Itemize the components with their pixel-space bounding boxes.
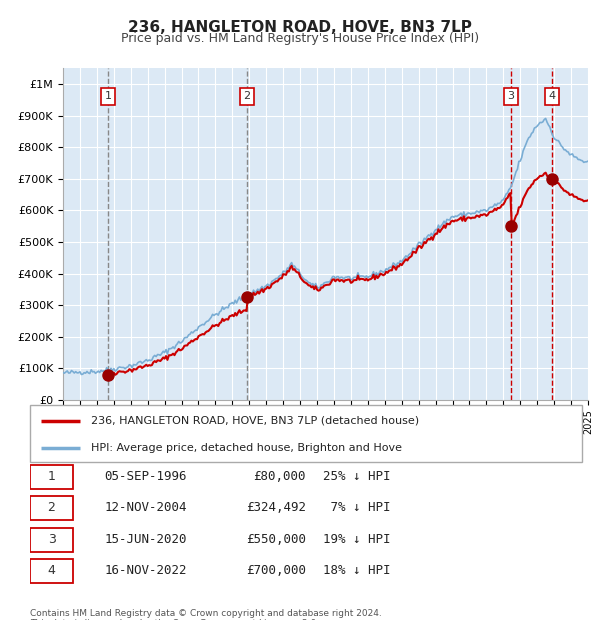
Text: 4: 4 [548, 91, 556, 102]
Text: 12-NOV-2004: 12-NOV-2004 [104, 502, 187, 515]
Text: HPI: Average price, detached house, Brighton and Hove: HPI: Average price, detached house, Brig… [91, 443, 402, 453]
Text: 16-NOV-2022: 16-NOV-2022 [104, 564, 187, 577]
Text: 7% ↓ HPI: 7% ↓ HPI [323, 502, 390, 515]
Text: £700,000: £700,000 [246, 564, 306, 577]
Text: £324,492: £324,492 [246, 502, 306, 515]
Text: 2: 2 [47, 502, 55, 515]
Text: 18% ↓ HPI: 18% ↓ HPI [323, 564, 390, 577]
Text: Contains HM Land Registry data © Crown copyright and database right 2024.
This d: Contains HM Land Registry data © Crown c… [30, 609, 382, 620]
FancyBboxPatch shape [30, 559, 73, 583]
FancyBboxPatch shape [30, 528, 73, 552]
Text: 25% ↓ HPI: 25% ↓ HPI [323, 470, 390, 483]
Text: 1: 1 [47, 470, 55, 483]
FancyBboxPatch shape [30, 405, 582, 462]
Text: 05-SEP-1996: 05-SEP-1996 [104, 470, 187, 483]
Text: 3: 3 [508, 91, 514, 102]
FancyBboxPatch shape [30, 465, 73, 489]
Text: 15-JUN-2020: 15-JUN-2020 [104, 533, 187, 546]
Text: 1: 1 [105, 91, 112, 102]
Text: 236, HANGLETON ROAD, HOVE, BN3 7LP (detached house): 236, HANGLETON ROAD, HOVE, BN3 7LP (deta… [91, 416, 419, 426]
Text: 4: 4 [47, 564, 55, 577]
Text: £80,000: £80,000 [254, 470, 306, 483]
Text: 3: 3 [47, 533, 55, 546]
Text: 2: 2 [244, 91, 250, 102]
Text: £550,000: £550,000 [246, 533, 306, 546]
FancyBboxPatch shape [30, 497, 73, 520]
Text: 19% ↓ HPI: 19% ↓ HPI [323, 533, 390, 546]
Text: 236, HANGLETON ROAD, HOVE, BN3 7LP: 236, HANGLETON ROAD, HOVE, BN3 7LP [128, 20, 472, 35]
Text: Price paid vs. HM Land Registry's House Price Index (HPI): Price paid vs. HM Land Registry's House … [121, 32, 479, 45]
